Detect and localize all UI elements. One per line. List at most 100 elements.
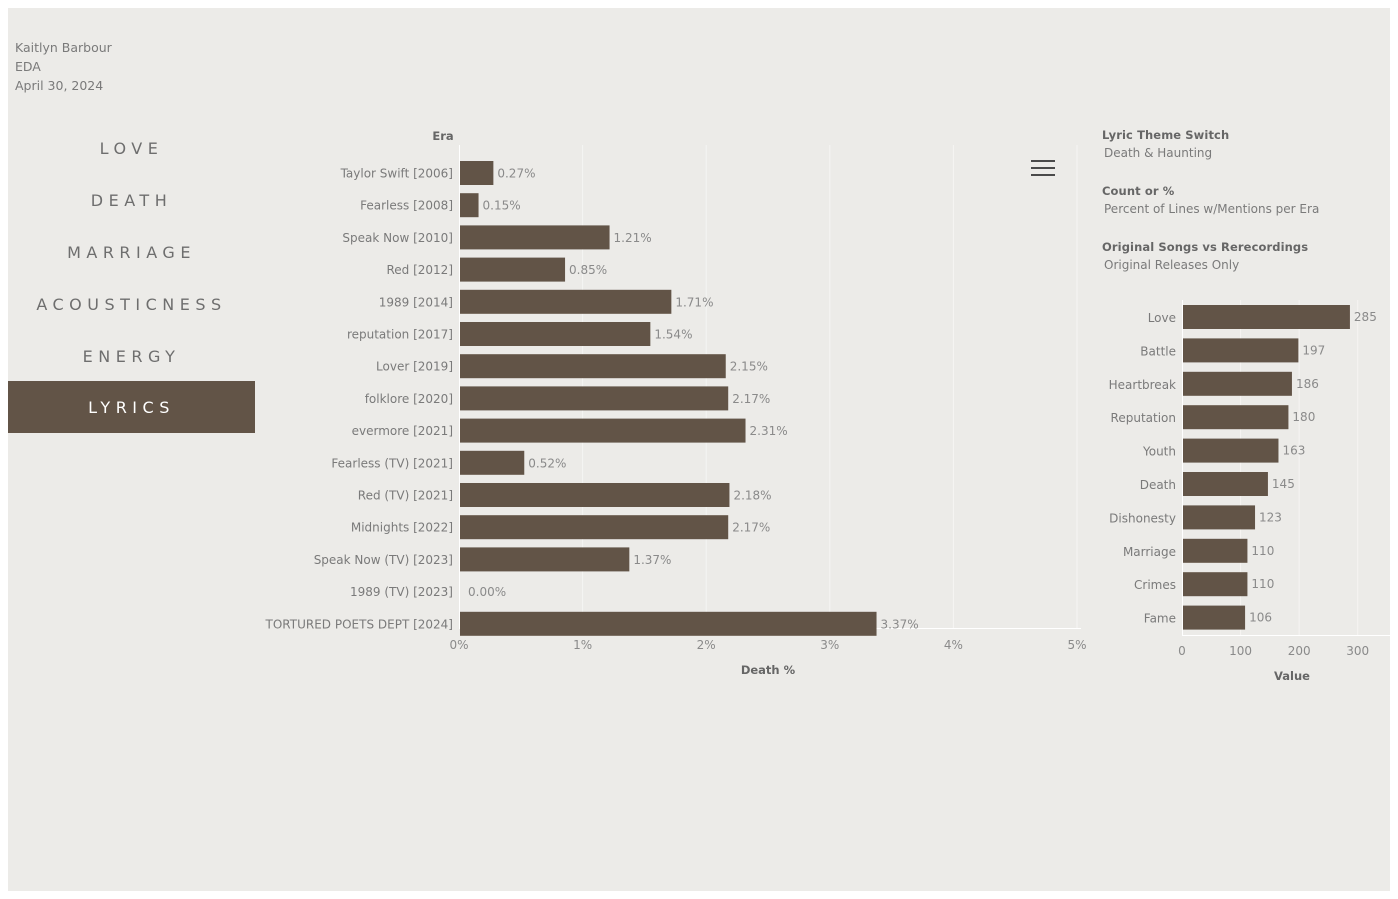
x-tick-label: 100	[1229, 644, 1252, 658]
y-axis-title: Era	[432, 129, 453, 143]
x-tick-label: 1%	[573, 638, 592, 652]
era-label: Taylor Swift [2006]	[340, 167, 453, 181]
theme-value-label: 186	[1296, 377, 1319, 391]
theme-value-label: 106	[1249, 611, 1272, 625]
era-value-label: 1.21%	[614, 231, 652, 245]
era-label: TORTURED POETS DEPT [2024]	[265, 617, 453, 631]
dashboard-subtitle: EDA	[15, 59, 41, 74]
era-value-label: 0.52%	[528, 456, 566, 470]
era-bar	[460, 193, 479, 218]
nav-acousticness[interactable]: ACOUSTICNESS	[8, 278, 255, 330]
era-bar	[460, 225, 610, 250]
theme-value-label: 163	[1282, 444, 1305, 458]
era-label: folklore [2020]	[365, 392, 453, 406]
count-or-percent-value[interactable]: Percent of Lines w/Mentions per Era	[1104, 202, 1320, 216]
theme-bar	[1183, 605, 1246, 630]
nav-love[interactable]: LOVE	[8, 122, 255, 174]
era-bar	[460, 161, 494, 185]
era-bar	[460, 418, 746, 443]
era-label: 1989 (TV) [2023]	[350, 585, 453, 599]
nav-label: LYRICS	[88, 397, 175, 417]
nav-label: LOVE	[99, 138, 164, 158]
era-bar	[460, 450, 525, 475]
x-axis-title: Value	[1274, 669, 1310, 683]
theme-bar	[1183, 438, 1279, 463]
x-tick-label: 200	[1288, 644, 1311, 658]
theme-label: Fame	[1144, 612, 1176, 626]
era-bar	[460, 386, 729, 411]
author-name: Kaitlyn Barbour	[15, 40, 112, 55]
era-bar	[460, 547, 630, 572]
era-value-label: 0.15%	[483, 199, 521, 213]
theme-bar	[1183, 371, 1292, 396]
x-tick-label: 2%	[697, 638, 716, 652]
theme-value-label: 285	[1354, 310, 1377, 324]
era-label: Fearless [2008]	[360, 199, 453, 213]
era-label: Fearless (TV) [2021]	[331, 456, 453, 470]
era-value-label: 2.18%	[733, 489, 771, 503]
x-tick-label: 4%	[944, 638, 963, 652]
nav-label: DEATH	[90, 190, 173, 210]
theme-bar	[1183, 538, 1248, 563]
theme-bar	[1183, 505, 1256, 530]
theme-value-label: 197	[1302, 343, 1325, 357]
era-bar	[460, 322, 651, 346]
era-value-label: 1.71%	[675, 295, 713, 309]
nav-lyrics[interactable]: LYRICS	[8, 381, 255, 433]
era-label: Speak Now (TV) [2023]	[314, 553, 453, 567]
original-vs-rerecord-value[interactable]: Original Releases Only	[1104, 258, 1240, 272]
theme-label: Youth	[1142, 445, 1176, 459]
dashboard: Kaitlyn Barbour EDA April 30, 2024 LOVE …	[8, 8, 1390, 891]
theme-value-label: 123	[1259, 510, 1282, 524]
era-value-label: 1.54%	[654, 328, 692, 342]
era-value-label: 2.17%	[732, 392, 770, 406]
theme-label: Dishonesty	[1109, 511, 1176, 525]
lyric-theme-switch-title: Lyric Theme Switch	[1102, 128, 1230, 142]
era-value-label: 3.37%	[881, 617, 919, 631]
era-bar	[460, 483, 730, 507]
theme-label: Crimes	[1134, 578, 1176, 592]
theme-value-label: 110	[1251, 544, 1274, 558]
era-value-label: 2.31%	[750, 424, 788, 438]
nav-marriage[interactable]: MARRIAGE	[8, 226, 255, 278]
hamburger-menu-icon[interactable]	[1031, 160, 1055, 178]
theme-label: Death	[1140, 478, 1176, 492]
era-value-label: 1.37%	[633, 553, 671, 567]
theme-count-chart: 0 100 200 300 Value Love 285 Battle 197 Heartbrea…	[1109, 300, 1390, 683]
theme-bar	[1183, 572, 1248, 597]
theme-label: Battle	[1140, 344, 1176, 358]
era-label: reputation [2017]	[347, 328, 453, 342]
era-value-label: 2.15%	[730, 360, 768, 374]
era-label: Midnights [2022]	[351, 521, 453, 535]
theme-label: Love	[1148, 311, 1176, 325]
original-vs-rerecord-title: Original Songs vs Rerecordings	[1102, 240, 1309, 254]
theme-value-label: 110	[1251, 577, 1274, 591]
era-label: Red [2012]	[386, 263, 453, 277]
era-value-label: 0.00%	[468, 585, 506, 599]
era-label: Speak Now [2010]	[342, 231, 453, 245]
nav-label: ACOUSTICNESS	[36, 294, 227, 314]
x-tick-label: 300	[1346, 644, 1369, 658]
nav-label: ENERGY	[82, 346, 181, 366]
era-label: evermore [2021]	[352, 424, 453, 438]
dashboard-date: April 30, 2024	[15, 78, 104, 93]
x-tick-label: 0%	[449, 638, 468, 652]
theme-label: Heartbreak	[1109, 378, 1176, 392]
count-or-percent-title: Count or %	[1102, 184, 1175, 198]
x-tick-label: 5%	[1067, 638, 1086, 652]
theme-value-label: 145	[1272, 477, 1295, 491]
era-death-percent-chart: 0% 1% 2% 3% 4% 5% Era Death % Taylor Swift [2006…	[265, 129, 1087, 677]
era-bar	[460, 515, 729, 540]
era-label: Red (TV) [2021]	[358, 489, 453, 503]
theme-bar	[1183, 338, 1299, 363]
theme-bar	[1183, 305, 1350, 329]
era-bar	[460, 611, 877, 636]
theme-label: Marriage	[1123, 545, 1176, 559]
nav-energy[interactable]: ENERGY	[8, 330, 255, 382]
theme-bar	[1183, 472, 1268, 496]
era-value-label: 0.85%	[569, 263, 607, 277]
theme-value-label: 180	[1292, 410, 1315, 424]
nav-label: MARRIAGE	[67, 242, 196, 262]
nav-death[interactable]: DEATH	[8, 174, 255, 226]
lyric-theme-switch-value[interactable]: Death & Haunting	[1104, 146, 1213, 160]
